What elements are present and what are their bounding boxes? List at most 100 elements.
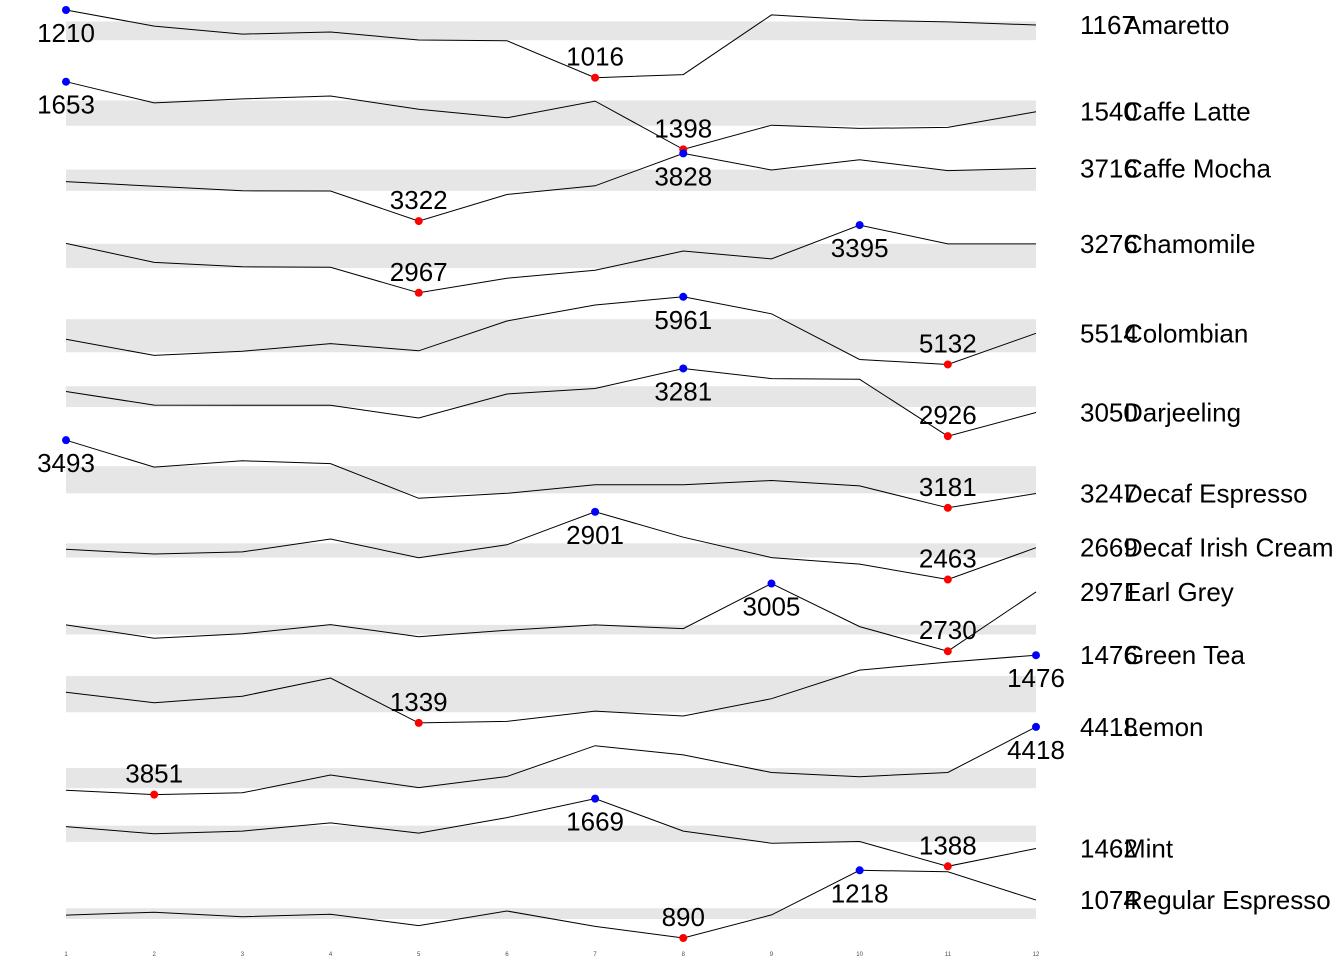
iqr-band xyxy=(66,543,1036,558)
max-point xyxy=(62,77,70,86)
min-point xyxy=(679,934,688,942)
series-line xyxy=(65,511,1037,581)
x-tick-label: 2 xyxy=(153,952,157,958)
max-data-label: 5961 xyxy=(654,305,712,335)
x-tick-label: 9 xyxy=(770,952,774,958)
series-name-label: Lemon xyxy=(1124,712,1204,742)
iqr-band xyxy=(66,386,1036,408)
max-point xyxy=(679,292,688,301)
max-data-label: 1669 xyxy=(566,807,624,837)
min-point xyxy=(591,73,600,82)
min-data-label: 2730 xyxy=(919,615,977,645)
last-value-label: 2669 xyxy=(1080,533,1138,563)
min-data-label: 3322 xyxy=(390,185,448,215)
iqr-band xyxy=(66,908,1036,919)
x-tick-label: 6 xyxy=(505,952,509,958)
last-value-label: 3716 xyxy=(1080,153,1138,183)
max-data-label: 1653 xyxy=(37,90,95,120)
iqr-band xyxy=(66,21,1036,41)
iqr-band xyxy=(66,675,1036,713)
series-line xyxy=(65,152,1037,222)
max-data-label: 1210 xyxy=(37,18,95,48)
max-data-label: 3281 xyxy=(654,376,712,406)
min-data-label: 1339 xyxy=(390,687,448,717)
series-line xyxy=(65,9,1037,79)
x-tick-label: 1 xyxy=(64,952,68,958)
min-point xyxy=(943,503,952,512)
last-value-label: 3276 xyxy=(1080,229,1138,259)
min-data-label: 890 xyxy=(662,902,705,932)
max-point xyxy=(591,794,600,803)
series-name-label: Mint xyxy=(1124,833,1174,863)
x-tick-label: 5 xyxy=(417,952,421,958)
x-tick-label: 12 xyxy=(1033,952,1040,958)
series-line xyxy=(65,367,1037,437)
min-data-label: 2967 xyxy=(390,257,448,287)
max-data-label: 3493 xyxy=(37,448,95,478)
last-value-label: 5514 xyxy=(1080,318,1138,348)
min-point xyxy=(414,217,423,226)
max-data-label: 3828 xyxy=(654,161,712,191)
max-point xyxy=(855,221,864,230)
series-line xyxy=(65,81,1037,150)
series-name-label: Earl Grey xyxy=(1124,577,1234,607)
min-data-label: 1016 xyxy=(566,42,624,72)
series-name-label: Chamomile xyxy=(1124,229,1256,259)
min-point xyxy=(943,432,952,441)
series-line xyxy=(65,798,1037,867)
series-name-label: Amaretto xyxy=(1124,10,1230,40)
series-name-label: Decaf Irish Cream xyxy=(1124,533,1334,563)
series-line xyxy=(65,654,1037,724)
min-data-label: 3851 xyxy=(125,759,183,789)
min-data-label: 2926 xyxy=(919,400,977,430)
max-data-label: 1218 xyxy=(831,878,889,908)
x-tick-label: 4 xyxy=(329,952,333,958)
iqr-band xyxy=(66,624,1036,635)
last-value-label: 1462 xyxy=(1080,833,1138,863)
max-data-label: 3005 xyxy=(743,592,801,622)
min-data-label: 1398 xyxy=(654,113,712,143)
series-name-label: Regular Espresso xyxy=(1124,885,1331,915)
series-name-label: Caffe Mocha xyxy=(1124,153,1271,183)
min-point xyxy=(414,288,423,297)
series-name-label: Decaf Espresso xyxy=(1124,479,1308,509)
series-line xyxy=(65,726,1037,796)
max-point xyxy=(679,364,688,373)
max-point xyxy=(679,149,688,158)
min-point xyxy=(943,862,952,871)
x-tick-label: 3 xyxy=(241,952,245,958)
min-data-label: 3181 xyxy=(919,472,977,502)
last-value-label: 1476 xyxy=(1080,640,1138,670)
series-line xyxy=(65,582,1037,652)
iqr-band xyxy=(66,319,1036,353)
x-tick-label: 11 xyxy=(945,952,952,958)
max-point xyxy=(767,579,776,588)
iqr-band xyxy=(66,243,1036,269)
iqr-band xyxy=(66,825,1036,842)
min-point xyxy=(943,647,952,656)
min-point xyxy=(150,790,159,799)
x-tick-label: 8 xyxy=(682,952,686,958)
series-name-label: Colombian xyxy=(1124,318,1248,348)
last-value-label: 1074 xyxy=(1080,885,1138,915)
x-tick-label: 10 xyxy=(856,952,863,958)
iqr-band xyxy=(66,768,1036,789)
min-point xyxy=(943,575,952,584)
iqr-band xyxy=(66,100,1036,126)
series-name-label: Green Tea xyxy=(1124,640,1245,670)
max-point xyxy=(1032,651,1040,660)
iqr-band xyxy=(66,169,1036,191)
max-point xyxy=(1032,722,1040,731)
max-data-label: 1476 xyxy=(1007,663,1065,693)
max-point xyxy=(591,507,600,516)
max-point xyxy=(855,866,864,875)
max-point xyxy=(62,6,70,14)
last-value-label: 1540 xyxy=(1080,97,1138,127)
min-data-label: 1388 xyxy=(919,830,977,860)
x-tick-label: 7 xyxy=(593,952,597,958)
series-line xyxy=(65,439,1037,509)
last-value-label: 2971 xyxy=(1080,577,1138,607)
min-point xyxy=(943,360,952,369)
